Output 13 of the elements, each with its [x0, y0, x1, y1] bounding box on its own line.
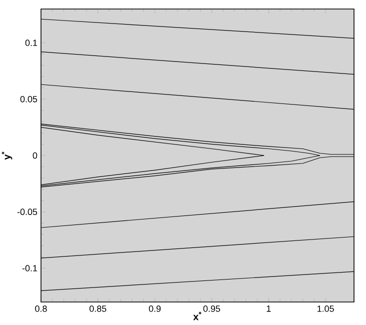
y-tick-label: 0.05 [20, 96, 38, 102]
x-tick-label: 1.05 [318, 306, 334, 312]
y-axis-title: y$^{*}$ [2, 152, 12, 160]
y-tick-label: -0.1 [22, 265, 38, 272]
x-tick-label: 0.95 [203, 306, 220, 312]
x-axis-title: x$^{*}$ [193, 312, 202, 320]
y-tick-label: 0 [32, 152, 38, 159]
x-tick-label: 1 [266, 306, 271, 312]
y-tick-label: -0.05 [17, 208, 38, 216]
y-tick-label: 0.1 [25, 40, 38, 46]
x-tick-label: 0.9 [148, 306, 161, 312]
x-tick-label: 0.85 [90, 306, 106, 312]
x-tick-label: 0.8 [35, 306, 47, 312]
